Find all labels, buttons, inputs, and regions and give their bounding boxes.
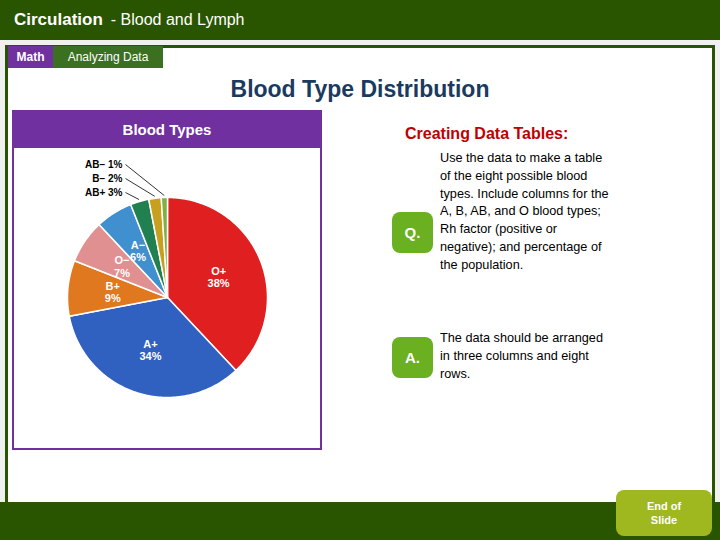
svg-text:A−6%: A−6% — [130, 239, 146, 263]
svg-text:B− 2%: B− 2% — [92, 173, 122, 184]
html-text:Math: Math — [16, 50, 45, 64]
html-text:Blood Type Distribution: Blood Type Distribution — [230, 76, 490, 102]
html-text:Creating Data Tables:: Creating Data Tables: — [405, 125, 569, 142]
svg-text:B+9%: B+9% — [105, 280, 121, 304]
svg-text:AB+ 3%: AB+ 3% — [85, 187, 123, 198]
html-text:- Blood and Lymph: - Blood and Lymph — [110, 11, 245, 28]
svg-text:O−7%: O−7% — [114, 254, 130, 278]
html-text:Blood Types: Blood Types — [122, 120, 212, 138]
html-text:End of: End of — [646, 499, 682, 512]
html-text:Q.: Q. — [404, 224, 421, 241]
html-text:Analyzing Data: Analyzing Data — [67, 50, 149, 64]
svg-text:O+38%: O+38% — [208, 265, 230, 289]
html-text:Slide: Slide — [650, 514, 678, 526]
html-text:Use the data to make a table o: Use the data to make a table of the eigh… — [440, 151, 609, 272]
svg-text:AB− 1%: AB− 1% — [85, 159, 123, 170]
html-text:Circulation: Circulation — [14, 10, 103, 29]
html-text:A.: A. — [405, 349, 420, 366]
html-text:The data should be arranged in: The data should be arranged in three col… — [440, 331, 603, 381]
svg-text:A+34%: A+34% — [139, 338, 161, 362]
